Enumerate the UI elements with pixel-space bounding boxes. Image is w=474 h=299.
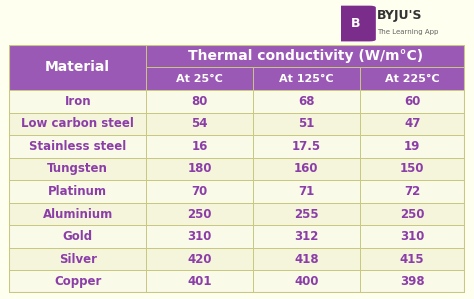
Bar (253, 248, 360, 271)
Text: Low carbon steel: Low carbon steel (21, 117, 134, 130)
Bar (9, 45, 146, 90)
Bar (9, 180, 146, 203)
Text: At 25°C: At 25°C (176, 74, 223, 84)
Bar (253, 135, 360, 158)
Text: 418: 418 (294, 253, 319, 266)
Text: Iron: Iron (64, 95, 91, 108)
Text: 400: 400 (294, 275, 319, 288)
Bar (360, 203, 465, 225)
Text: 47: 47 (404, 117, 420, 130)
Text: 72: 72 (404, 185, 420, 198)
Text: 60: 60 (404, 95, 420, 108)
Bar (146, 225, 253, 248)
Text: Material: Material (45, 60, 110, 74)
Bar (253, 203, 360, 225)
Text: 70: 70 (191, 185, 208, 198)
Text: Gold: Gold (63, 230, 93, 243)
Bar (146, 203, 253, 225)
Bar (146, 135, 253, 158)
Text: 160: 160 (294, 162, 319, 176)
Text: 401: 401 (187, 275, 212, 288)
Text: 415: 415 (400, 253, 425, 266)
Text: 398: 398 (400, 275, 425, 288)
Bar (253, 158, 360, 180)
Bar (146, 248, 253, 271)
Text: 180: 180 (187, 162, 212, 176)
Text: Platinum: Platinum (48, 185, 107, 198)
Bar (146, 45, 465, 67)
Text: B: B (351, 17, 360, 30)
Bar (253, 271, 360, 293)
Text: 420: 420 (187, 253, 212, 266)
Text: Tungsten: Tungsten (47, 162, 108, 176)
Bar (146, 158, 253, 180)
Text: 250: 250 (400, 208, 424, 221)
Text: 80: 80 (191, 95, 208, 108)
Bar (360, 90, 465, 112)
Bar (146, 112, 253, 135)
Text: 310: 310 (400, 230, 424, 243)
Bar (146, 90, 253, 112)
Bar (9, 135, 146, 158)
Bar (9, 112, 146, 135)
Text: 312: 312 (294, 230, 319, 243)
Bar (360, 248, 465, 271)
Text: Aluminium: Aluminium (43, 208, 113, 221)
Text: The Learning App: The Learning App (377, 30, 438, 36)
Text: 255: 255 (294, 208, 319, 221)
Bar (253, 112, 360, 135)
Bar (146, 180, 253, 203)
Text: At 125°C: At 125°C (279, 74, 334, 84)
Text: 68: 68 (298, 95, 315, 108)
Text: 51: 51 (298, 117, 315, 130)
Text: 310: 310 (187, 230, 212, 243)
Text: 150: 150 (400, 162, 424, 176)
Text: BYJU'S: BYJU'S (377, 9, 423, 22)
Bar (253, 90, 360, 112)
Bar (146, 271, 253, 293)
Bar (9, 248, 146, 271)
Text: Copper: Copper (54, 275, 101, 288)
Text: 71: 71 (298, 185, 315, 198)
Text: 19: 19 (404, 140, 420, 153)
Bar (253, 225, 360, 248)
Bar (360, 67, 465, 90)
Bar (146, 67, 253, 90)
Bar (9, 90, 146, 112)
Text: Thermal conductivity (W/m°C): Thermal conductivity (W/m°C) (188, 49, 423, 63)
FancyBboxPatch shape (335, 6, 376, 42)
Bar (9, 225, 146, 248)
Bar (9, 271, 146, 293)
Bar (360, 158, 465, 180)
Text: Silver: Silver (59, 253, 97, 266)
Bar (360, 180, 465, 203)
Bar (253, 67, 360, 90)
Text: Stainless steel: Stainless steel (29, 140, 127, 153)
Bar (253, 180, 360, 203)
Text: 250: 250 (187, 208, 212, 221)
Bar (360, 271, 465, 293)
Bar (9, 158, 146, 180)
Bar (360, 112, 465, 135)
Bar (9, 203, 146, 225)
Text: 54: 54 (191, 117, 208, 130)
Bar (360, 225, 465, 248)
Text: 16: 16 (191, 140, 208, 153)
Bar (360, 135, 465, 158)
Text: 17.5: 17.5 (292, 140, 321, 153)
Text: At 225°C: At 225°C (385, 74, 439, 84)
